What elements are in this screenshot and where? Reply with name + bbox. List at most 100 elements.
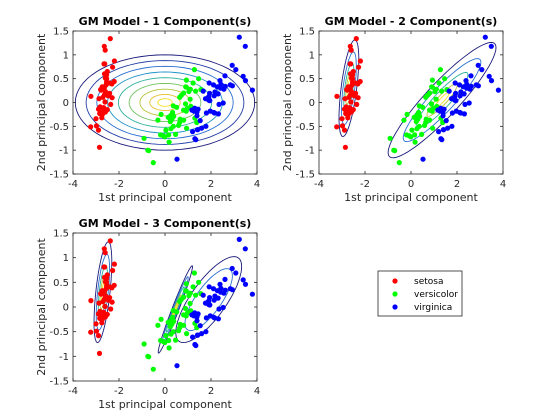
point-setosa-9 [341,127,348,133]
point-virginica-49 [206,94,212,100]
point-versicolor-15 [158,111,164,117]
point-versicolor-32 [404,132,410,138]
point-versicolor-19 [184,331,190,337]
point-virginica-35 [203,123,209,129]
point-setosa-19 [111,261,117,267]
point-setosa-19 [111,58,117,64]
x-tick-label: 2 [454,179,460,190]
point-versicolor-32 [158,337,164,344]
point-versicolor-37 [190,80,196,86]
point-setosa-41 [344,87,350,93]
point-setosa-16 [107,36,113,42]
point-virginica-43 [195,332,201,338]
point-setosa-48 [97,110,103,117]
y-tick-label: 1 [309,50,315,61]
point-setosa-6 [110,64,116,70]
point-virginica-36 [233,270,239,276]
point-virginica-30 [463,78,469,84]
point-versicolor-11 [396,160,402,166]
point-versicolor-4 [166,139,172,145]
point-setosa-25 [108,101,114,107]
point-versicolor-27 [193,292,199,298]
y-tick-label: -0.5 [295,122,315,133]
point-versicolor-49 [387,135,393,141]
point-versicolor-11 [150,366,156,372]
point-virginica-1 [466,100,472,106]
point-setosa-36 [342,96,348,102]
point-versicolor-36 [181,294,187,300]
point-virginica-11 [446,88,452,94]
y-tick-label: -1 [59,352,69,363]
point-versicolor-16 [183,281,189,287]
point-virginica-45 [464,85,470,91]
point-virginica-37 [211,93,217,99]
contour-component-1-level-9 [157,98,173,107]
point-versicolor-40 [166,337,172,344]
point-virginica-50 [440,113,446,119]
x-tick-label: 0 [162,179,168,190]
point-setosa-36 [96,96,102,102]
point-versicolor-27 [439,88,445,94]
point-virginica-35 [449,123,455,129]
point-virginica-5 [216,306,222,312]
point-virginica-41 [215,91,221,97]
point-versicolor-22 [170,307,176,314]
point-setosa-6 [356,64,362,70]
point-virginica-31 [473,82,479,88]
y-tick-label: 1 [63,253,69,264]
point-virginica-6 [240,73,246,79]
point-virginica-10 [229,62,235,68]
point-setosa-48 [343,110,349,117]
point-virginica-1 [220,100,226,106]
y-tick-label: 1.5 [299,27,315,38]
point-versicolor-30 [155,117,161,123]
point-versicolor-46 [170,314,176,320]
x-tick-label: 4 [254,179,260,190]
point-versicolor-48 [177,299,183,305]
point-setosa-40 [348,88,354,95]
chart-title: GM Model - 3 Component(s) [79,217,252,230]
scatter-points [334,34,501,166]
point-setosa-44 [353,90,359,96]
point-setosa-24 [109,299,115,305]
point-setosa-42 [96,350,103,356]
point-setosa-50 [346,94,352,100]
point-setosa-24 [109,95,115,101]
point-versicolor-40 [166,132,172,138]
x-axis-label: 1st principal component [344,191,478,204]
point-virginica-35 [203,329,209,335]
point-setosa-47 [104,279,110,285]
point-versicolor-32 [158,132,164,138]
point-virginica-33 [458,110,464,116]
point-virginica-42 [452,80,458,86]
point-versicolor-5 [433,96,439,102]
point-virginica-49 [452,94,458,100]
point-versicolor-1 [437,67,443,73]
x-tick-label: 4 [254,386,260,397]
point-setosa-49 [104,72,110,78]
point-virginica-34 [195,311,201,317]
point-virginica-12 [449,110,455,116]
contour-component-1-level-2 [85,60,245,145]
plot-area [318,30,504,175]
point-virginica-26 [222,276,228,282]
point-setosa-23 [88,298,94,304]
point-virginica-32 [482,34,488,40]
point-virginica-45 [218,289,224,295]
point-versicolor-41 [419,131,425,137]
point-setosa-50 [100,299,106,305]
point-setosa-25 [354,101,360,107]
point-setosa-42 [342,144,348,150]
point-virginica-12 [203,110,209,116]
point-virginica-49 [206,298,212,304]
point-setosa-33 [347,61,353,67]
y-tick-label: -1 [305,146,315,157]
point-virginica-50 [194,318,200,324]
point-virginica-5 [216,101,222,107]
legend-label-setosa: setosa [414,277,443,287]
point-virginica-31 [227,82,233,88]
point-versicolor-48 [177,94,183,100]
x-tick-label: 0 [408,179,414,190]
point-versicolor-42 [428,101,435,107]
y-tick-label: 0 [309,98,315,109]
